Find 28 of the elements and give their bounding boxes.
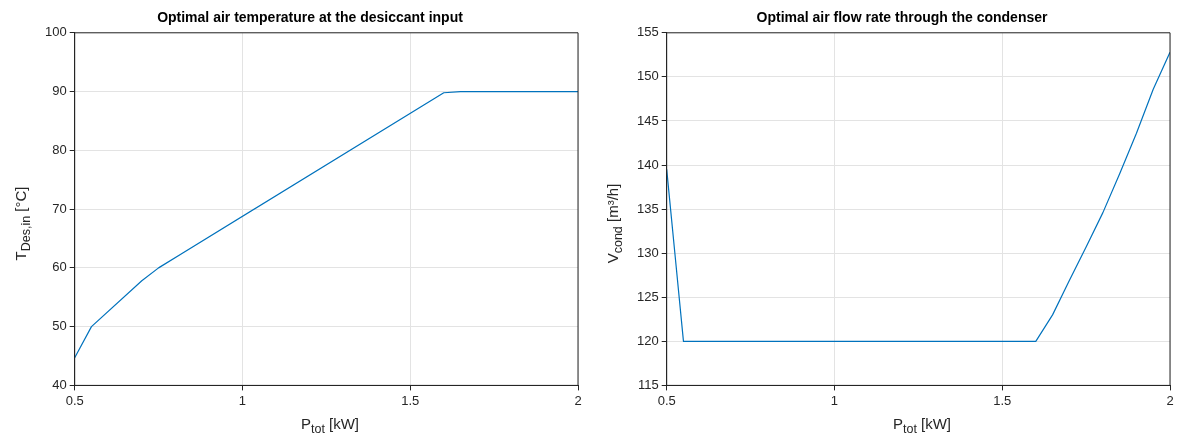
x-tick-label: 2 bbox=[1166, 392, 1174, 408]
y-tick-label: 130 bbox=[636, 244, 659, 260]
y-tick-label: 60 bbox=[52, 259, 67, 275]
x-tick-label: 1.5 bbox=[993, 392, 1012, 408]
y-tick-label: 145 bbox=[636, 112, 659, 128]
chart-title: Optimal air temperature at the desiccant input bbox=[157, 9, 464, 26]
x-tick-label: 0.5 bbox=[657, 392, 676, 408]
y-tick-label: 155 bbox=[636, 24, 659, 40]
x-axis-title: P$_{tot}$ [kW] bbox=[299, 415, 361, 436]
y-tick-label: 40 bbox=[52, 376, 67, 392]
y-tick-label: 100 bbox=[44, 24, 67, 40]
y-tick-label: 50 bbox=[52, 318, 67, 334]
x-tick-label: 1 bbox=[238, 392, 247, 408]
x-tick-label: 1.5 bbox=[401, 392, 420, 408]
x-tick-label: 1 bbox=[830, 392, 839, 408]
x-tick-label: 2 bbox=[574, 392, 582, 408]
y-tick-label: 80 bbox=[52, 141, 67, 157]
y-tick-label: 90 bbox=[52, 83, 67, 99]
x-tick-label: 0.5 bbox=[65, 392, 84, 408]
y-tick-label: 150 bbox=[636, 68, 659, 84]
y-tick-label: 70 bbox=[52, 200, 67, 216]
y-tick-label: 140 bbox=[636, 156, 659, 172]
y-tick-label: 135 bbox=[636, 200, 659, 216]
y-tick-label: 125 bbox=[636, 288, 659, 304]
x-axis-title: P$_{tot}$ [kW] bbox=[891, 415, 953, 436]
chart-title: Optimal air flow rate through the condenser bbox=[756, 9, 1049, 26]
y-tick-label: 120 bbox=[636, 332, 659, 348]
y-tick-label: 115 bbox=[637, 376, 659, 392]
